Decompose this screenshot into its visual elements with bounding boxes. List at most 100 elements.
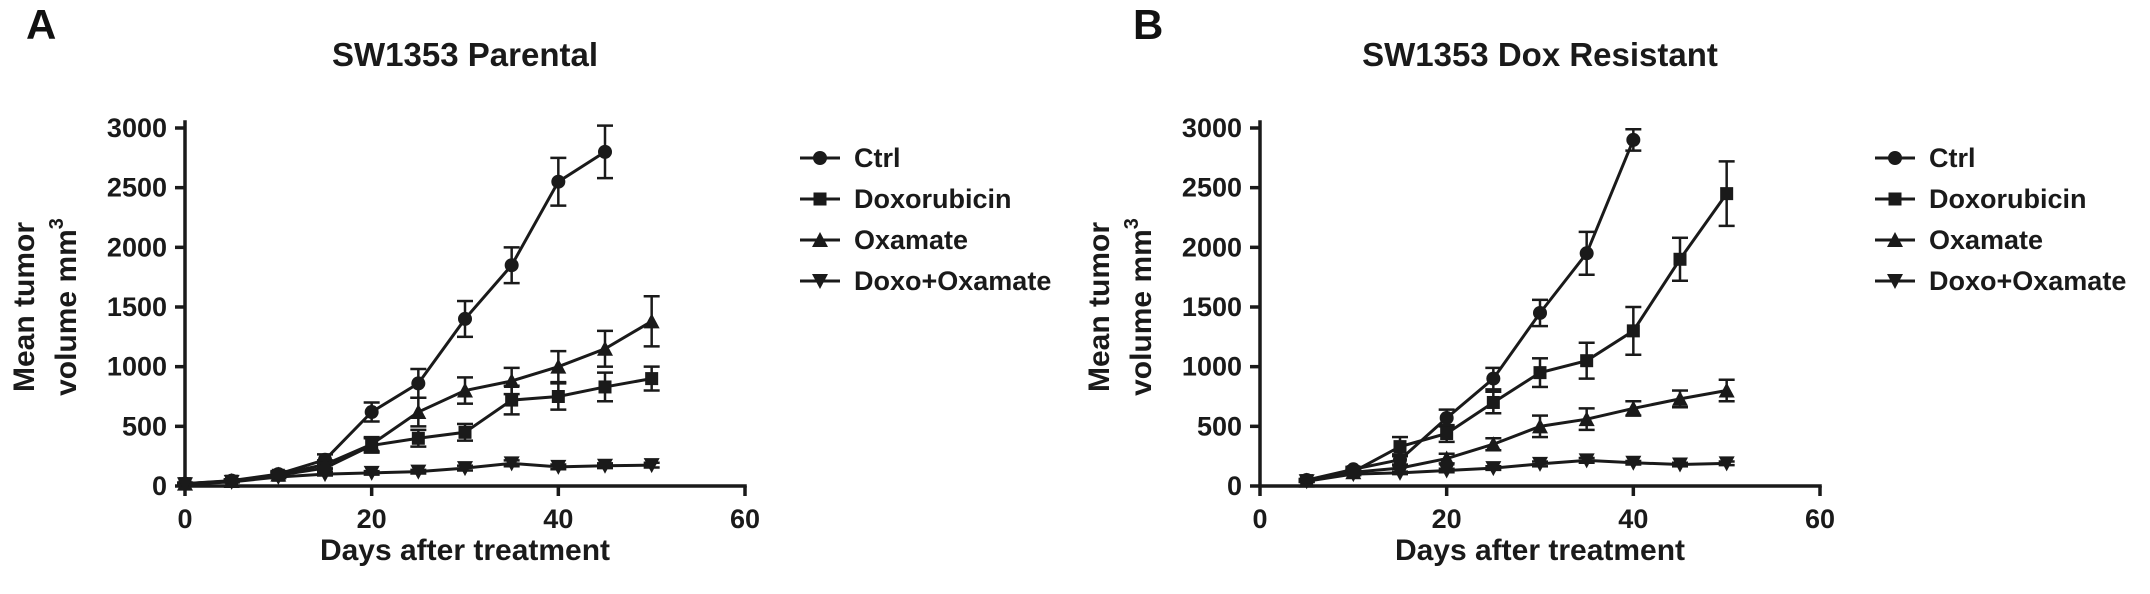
x-tick-label: 0 — [1252, 504, 1267, 534]
legend-item-oxamate: Oxamate — [1875, 225, 2043, 255]
marker-square — [458, 425, 472, 439]
marker-triangle-up — [1438, 450, 1455, 466]
series-oxamate — [1298, 378, 1735, 488]
y-tick-label: 2000 — [107, 232, 167, 262]
legend-label: Doxo+Oxamate — [1929, 266, 2126, 296]
y-axis-label-line2: volume mm3 — [1121, 218, 1158, 396]
marker-triangle-up — [1672, 390, 1688, 406]
marker-triangle-down — [363, 465, 380, 481]
marker-triangle-down — [317, 467, 333, 483]
marker-triangle-down — [1345, 467, 1362, 483]
legend-item-doxorubicin: Doxorubicin — [1875, 184, 2087, 214]
marker-circle — [411, 376, 426, 391]
marker-square — [1486, 395, 1500, 409]
marker-triangle-down — [270, 470, 287, 486]
legend-label: Doxorubicin — [1929, 184, 2087, 214]
y-tick-label: 500 — [1197, 411, 1242, 441]
y-tick-label: 500 — [122, 411, 167, 441]
chart-sw1353-dox-resistant: SW1353 Dox Resistant 0 500 1000 1500 2000 2500… — [1083, 36, 2126, 567]
panel-a-label: A — [26, 1, 57, 48]
marker-square — [1888, 192, 1902, 206]
series-doxo-oxamate — [1298, 453, 1735, 490]
marker-square — [505, 393, 519, 407]
panel-a: A SW1353 Parental 0 500 1000 1500 2000 2500 300… — [8, 1, 1051, 568]
marker-triangle-down — [410, 464, 427, 480]
marker-triangle-down — [1392, 465, 1408, 481]
marker-triangle-down — [1438, 463, 1455, 479]
series-line — [1306, 389, 1727, 483]
y-tick-label: 0 — [152, 471, 167, 501]
marker-triangle-down — [1887, 274, 1903, 289]
y-tick-label: 0 — [1227, 471, 1242, 501]
marker-square — [1533, 366, 1547, 380]
marker-square — [551, 390, 565, 403]
marker-square — [1393, 440, 1407, 454]
series-line — [184, 150, 606, 486]
marker-triangle-up — [1718, 382, 1735, 398]
legend-label: Doxorubicin — [854, 184, 1012, 214]
y-tick-label: 1500 — [107, 292, 167, 322]
legend-item-oxamate: Oxamate — [800, 225, 968, 255]
chart-title: SW1353 Dox Resistant — [1362, 36, 1718, 73]
x-tick-label: 60 — [1805, 504, 1835, 534]
y-tick-label: 3000 — [107, 113, 167, 143]
x-axis-label: Days after treatment — [320, 534, 610, 567]
series-ctrl — [177, 124, 613, 491]
marker-triangle-up — [643, 313, 660, 329]
marker-triangle-down — [223, 474, 240, 490]
marker-circle — [364, 405, 379, 420]
marker-triangle-up — [1532, 418, 1548, 434]
marker-square — [1720, 187, 1734, 201]
legend-item-doxorubicin: Doxorubicin — [800, 184, 1012, 214]
x-tick-label: 0 — [177, 504, 192, 534]
marker-triangle-down — [550, 459, 567, 475]
legend-label: Oxamate — [1929, 225, 2043, 255]
marker-triangle-down — [597, 458, 613, 474]
marker-triangle-up — [1625, 400, 1642, 416]
series-doxo-oxamate — [177, 456, 660, 493]
marker-triangle-up — [1578, 411, 1595, 427]
marker-triangle-down — [1578, 453, 1595, 469]
marker-square — [1673, 252, 1687, 266]
y-tick-label: 3000 — [1182, 113, 1242, 143]
legend-label: Ctrl — [1929, 143, 1976, 173]
marker-square — [1626, 324, 1640, 338]
marker-triangle-up — [457, 382, 473, 398]
legend-item-ctrl: Ctrl — [800, 143, 901, 173]
legend-item-doxo-oxamate: Doxo+Oxamate — [1875, 266, 2126, 296]
y-axis-label-line1: Mean tumor — [8, 222, 41, 392]
y-tick-label: 2000 — [1182, 232, 1242, 262]
marker-triangle-up — [550, 358, 567, 374]
marker-circle — [813, 151, 827, 165]
series-line — [1306, 458, 1727, 483]
legend-label: Doxo+Oxamate — [854, 266, 1051, 296]
marker-circle — [1579, 246, 1594, 261]
marker-square — [645, 372, 659, 386]
x-tick-label: 20 — [1432, 504, 1462, 534]
y-axis-label-line1: Mean tumor — [1083, 222, 1116, 392]
legend-item-ctrl: Ctrl — [1875, 143, 1976, 173]
marker-triangle-down — [457, 461, 473, 477]
marker-circle — [598, 144, 612, 159]
marker-triangle-up — [503, 372, 520, 388]
marker-triangle-down — [1532, 456, 1548, 472]
marker-circle — [458, 311, 472, 326]
marker-circle — [551, 174, 566, 189]
marker-triangle-up — [1485, 436, 1502, 452]
marker-triangle-up — [1887, 232, 1903, 247]
marker-circle — [1533, 305, 1547, 320]
marker-triangle-down — [1718, 456, 1735, 472]
panel-b: B SW1353 Dox Resistant 0 500 1000 1500 2000 25… — [1075, 0, 2150, 594]
marker-circle — [504, 258, 519, 273]
legend-label: Ctrl — [854, 143, 901, 173]
x-tick-label: 40 — [1618, 504, 1648, 534]
marker-triangle-down — [1625, 455, 1642, 471]
series-ctrl — [1298, 127, 1642, 488]
marker-triangle-down — [1298, 474, 1315, 490]
marker-triangle-down — [643, 458, 660, 474]
x-tick-label: 40 — [543, 504, 573, 534]
x-axis-label: Days after treatment — [1395, 534, 1685, 567]
legend-item-doxo-oxamate: Doxo+Oxamate — [800, 266, 1051, 296]
x-tick-label: 60 — [730, 504, 760, 534]
